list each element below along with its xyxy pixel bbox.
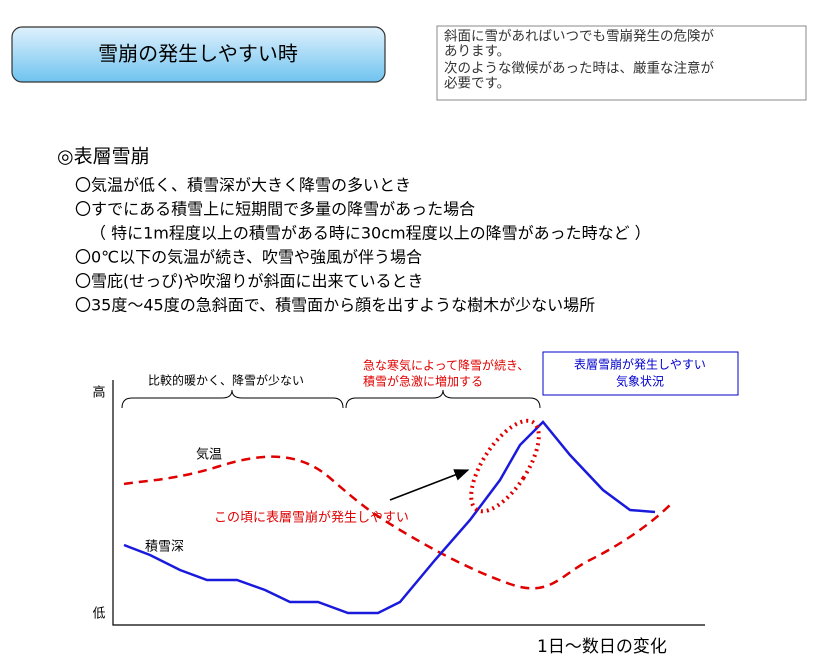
info-box xyxy=(542,351,739,396)
info-text: 気象状況 xyxy=(616,374,664,389)
highlight xyxy=(469,418,541,514)
note-box xyxy=(436,25,807,101)
section-heading: ◎表層雪崩 xyxy=(57,146,150,168)
item: 〇雪庇(せっぴ)や吹溜りが斜面に出来ているとき xyxy=(75,272,424,291)
note-line: 斜面に雪があればいつでも雪崩発生の危険が xyxy=(444,29,714,45)
snow-depth-curve xyxy=(123,420,656,615)
item: 〇すでにある積雪上に短期間で多量の降雪があった場合 xyxy=(75,200,475,219)
item: 〇気温が低く、積雪深が大きく降雪の多いとき xyxy=(75,176,411,195)
note-line: 次のような徴候があった時は、厳重な注意が xyxy=(444,60,714,77)
axes xyxy=(112,380,705,626)
item: （ 特に1m程度以上の積雪がある時に30cm程度以上の降雪があった時など ） xyxy=(90,224,651,243)
title-box xyxy=(11,26,386,83)
arrow xyxy=(389,469,470,501)
brace xyxy=(121,389,344,409)
phase1-label: 比較的暖かく、降雪が少ない xyxy=(148,373,304,388)
x-label: 1日～数日の変化 xyxy=(537,637,667,657)
phase2-label: 積雪が急激に増加する xyxy=(363,374,483,389)
item: 〇0℃以下の気温が続き、吹雪や強風が伴う場合 xyxy=(75,248,422,267)
temperature-label: 気温 xyxy=(196,447,222,463)
y-high: 高 xyxy=(92,385,105,401)
temperature-curve xyxy=(123,455,673,590)
y-low: 低 xyxy=(92,607,105,622)
title: 雪崩の発生しやすい時 xyxy=(98,42,298,66)
note-line: 必要です。 xyxy=(444,76,510,92)
phase2-label: 急な寒気によって降雪が続き、 xyxy=(363,358,529,373)
callout: この頃に表層雪崩が発生しやすい xyxy=(214,511,409,526)
note-line: あります。 xyxy=(444,44,510,60)
snow-depth-label: 積雪深 xyxy=(145,540,184,555)
info-text: 表層雪崩が発生しやすい xyxy=(574,357,706,372)
brace xyxy=(345,389,541,409)
item: 〇35度～45度の急斜面で、積雪面から顔を出すような樹木が少ない場所 xyxy=(75,296,595,315)
